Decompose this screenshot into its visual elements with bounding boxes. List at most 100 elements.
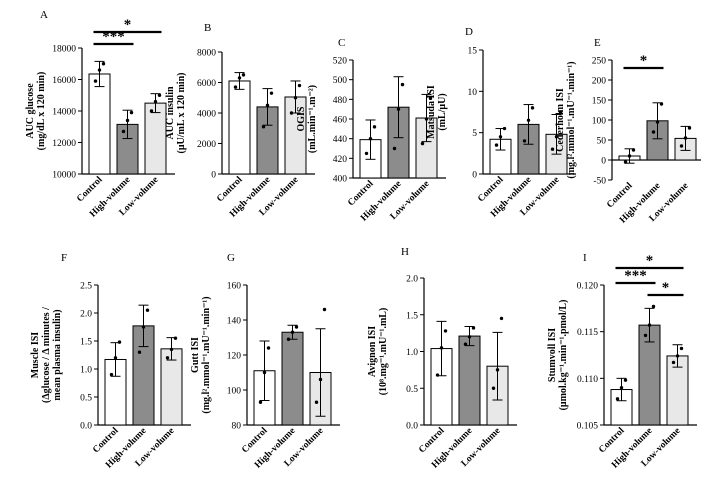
panel-h-point-0 [439, 346, 444, 350]
panel-a-point-1 [125, 118, 130, 123]
panel-f-y-tick-label: 0.0 [80, 422, 92, 432]
panel-f-point-1 [145, 308, 150, 312]
panel-h-y-tick-label: 1.5 [406, 311, 418, 321]
panel-h-point-0 [443, 329, 448, 333]
panel-e-point-1 [651, 130, 656, 134]
panel-i-y-tick-label: 0.120 [577, 282, 599, 292]
panel-d-point-1 [526, 118, 531, 122]
panel-a-point-1 [121, 129, 126, 134]
panel-i-point-2 [675, 354, 680, 358]
panel-c-y-label: OGIS [296, 106, 307, 131]
panel-g-y-tick-label: 100 [227, 387, 242, 397]
panel-e-y-tick-label: -50 [593, 177, 606, 187]
panel-b-point-0 [241, 73, 246, 77]
panel-h-y-tick-label: 0.0 [406, 422, 418, 432]
panel-e-y-tick-label: 200 [592, 77, 607, 87]
panel-c-y-tick-label: 400 [333, 175, 348, 185]
panel-a-y-tick-label: 16000 [52, 76, 76, 86]
panel-e-y-tick-label: 50 [597, 137, 607, 147]
panel-c-y-label: (mL.min⁻¹.m⁻²) [307, 85, 318, 153]
panel-b-letter: B [204, 22, 211, 34]
panel-i-letter: I [583, 252, 587, 264]
panel-b-y-tick-label: 2000 [197, 140, 216, 150]
panel-b-bar-0 [228, 80, 251, 175]
panel-h-point-1 [467, 335, 472, 339]
panel-b-y-tick-label: 8000 [197, 49, 216, 59]
panel-f-point-0 [113, 356, 118, 360]
panel-i-significance-label-1: * [646, 253, 654, 269]
panel-a-point-2 [157, 93, 162, 97]
panel-i-y-tick-label: 0.110 [577, 375, 598, 385]
panel-d-y-tick-label: 5 [472, 129, 477, 139]
panel-c-point-2 [424, 117, 429, 121]
panel-i-point-2 [679, 346, 684, 351]
panel-h-point-2 [491, 386, 496, 390]
panel-a-y-label: AUC glucose [25, 83, 36, 139]
panel-g-point-1 [290, 330, 295, 334]
panel-i-y-label: Stumvoll ISI [547, 328, 558, 382]
panel-d-point-0 [502, 126, 507, 131]
panel-f-point-1 [141, 325, 146, 329]
panel-a-point-0 [101, 62, 106, 66]
panel-f-y-label: mean plasma insulin) [52, 309, 63, 400]
panel-g-y-tick-label: 160 [227, 282, 242, 292]
panel-d-y-tick-label: 15 [468, 47, 478, 57]
panel-e-point-0 [627, 154, 632, 158]
panel-i-point-2 [671, 360, 676, 365]
panel-d-y-tick-label: 10 [468, 88, 478, 98]
panel-f-point-2 [165, 356, 170, 360]
panel-i-y-tick-label: 0.105 [577, 422, 599, 432]
panel-i-significance-label-0: *** [624, 268, 647, 284]
panel-c-point-1 [396, 107, 401, 111]
panel-e-y-label: (mg.l².mmol⁻¹.mU⁻¹.min⁻¹) [566, 61, 577, 178]
panel-i-point-0 [619, 385, 624, 390]
panel-c-letter: C [338, 37, 345, 49]
panel-h-y-tick-label: 2.0 [406, 275, 418, 285]
panel-i-point-1 [651, 304, 656, 309]
panel-f-point-0 [117, 340, 122, 344]
panel-d-y-label: Matsuda ISI [426, 85, 437, 139]
panel-g-y-tick-label: 120 [227, 352, 242, 362]
panel-c-y-tick-label: 460 [333, 116, 348, 126]
panel-e-point-2 [687, 126, 692, 130]
panel-f-point-0 [109, 372, 114, 377]
panel-b-point-0 [233, 85, 238, 89]
panel-c-y-tick-label: 480 [333, 96, 348, 106]
panel-e-letter: E [594, 37, 601, 49]
panel-d-letter: D [465, 26, 473, 38]
panel-e-y-tick-label: 100 [592, 117, 607, 127]
panel-e-y-tick-label: 0 [601, 157, 606, 167]
panel-i-point-1 [647, 323, 652, 327]
panel-f-y-tick-label: 2.0 [80, 310, 92, 320]
panel-h-point-1 [471, 326, 476, 330]
panel-f-point-1 [137, 350, 142, 354]
panel-a-y-label: (mg/dL x 120 min) [36, 72, 47, 151]
panel-a-bar-2 [144, 102, 167, 175]
panel-b-y-label: (μU/mL x 120 min) [176, 73, 187, 154]
panel-g-point-0 [262, 370, 267, 375]
panel-c-y-tick-label: 420 [333, 155, 348, 165]
panel-b-y-tick-label: 4000 [197, 110, 216, 120]
panel-f-y-tick-label: 1.0 [80, 366, 92, 376]
panel-g-point-1 [294, 325, 299, 329]
panel-h-bar-1 [458, 335, 481, 426]
panel-c-point-1 [400, 82, 405, 87]
panel-e-y-label: Cederholm ISI [555, 88, 566, 152]
panel-b-point-1 [269, 91, 274, 95]
panel-c-point-2 [428, 96, 433, 101]
panel-a-point-2 [149, 109, 154, 113]
panel-f-y-label: (Δglucose / Δ minutes / [41, 307, 52, 403]
panel-b-y-label: AUC insulin [165, 86, 176, 140]
panel-g-y-tick-label: 80 [232, 422, 242, 432]
panel-e-point-0 [623, 160, 628, 164]
panel-b-point-2 [297, 83, 302, 88]
panel-a-point-2 [153, 99, 158, 104]
panel-c-point-0 [368, 136, 373, 141]
panel-i-point-1 [643, 333, 648, 338]
panel-a-letter: A [40, 9, 48, 21]
panel-c-point-0 [364, 151, 369, 156]
panel-b-point-2 [293, 96, 298, 100]
panel-e-y-tick-label: 150 [592, 97, 607, 107]
panel-a-point-1 [129, 110, 134, 115]
